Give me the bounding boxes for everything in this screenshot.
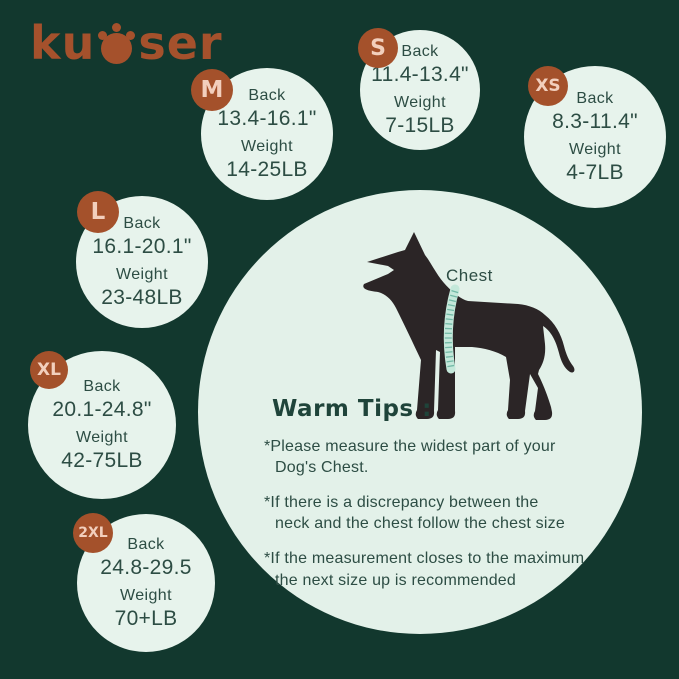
size-info-2xl: Back 24.8-29.5 Weight 70+LB — [100, 536, 191, 631]
warm-tip: *If there is a discrepancy between the n… — [264, 494, 565, 533]
weight-label: Weight — [569, 140, 621, 158]
measuring-tape — [443, 284, 460, 374]
weight-label: Weight — [241, 137, 293, 155]
back-label: Back — [248, 86, 286, 104]
back-range: 11.4-13.4" — [371, 62, 469, 86]
dog-silhouette — [363, 232, 575, 420]
size-badge-xs: XS — [528, 66, 568, 106]
back-label: Back — [83, 377, 121, 395]
weight-range: 4-7LB — [566, 160, 624, 184]
weight-label: Weight — [76, 428, 128, 446]
weight-range: 23-48LB — [101, 285, 183, 309]
logo-text-prefix: ku — [30, 16, 96, 70]
warm-tips-title: Warm Tips : — [272, 396, 432, 422]
size-info-l: Back 16.1-20.1" Weight 23-48LB — [92, 215, 191, 310]
brand-logo: ku ser — [30, 20, 223, 66]
size-info-xs: Back 8.3-11.4" Weight 4-7LB — [552, 90, 638, 185]
back-range: 8.3-11.4" — [552, 109, 638, 133]
size-info-xl: Back 20.1-24.8" Weight 42-75LB — [52, 378, 151, 473]
back-label: Back — [127, 535, 165, 553]
weight-label: Weight — [120, 586, 172, 604]
paw-icon — [98, 23, 136, 65]
back-label: Back — [576, 89, 614, 107]
weight-label: Weight — [394, 93, 446, 111]
warm-tip: *If the measurement closes to the maximu… — [264, 550, 585, 589]
weight-range: 7-15LB — [385, 113, 455, 137]
logo-text-suffix: ser — [138, 16, 223, 70]
size-circle-xl: XL Back 20.1-24.8" Weight 42-75LB — [28, 351, 176, 499]
size-badge-s: S — [358, 28, 398, 68]
size-badge-l: L — [77, 191, 119, 233]
back-range: 16.1-20.1" — [92, 234, 192, 258]
size-circle-l: L Back 16.1-20.1" Weight 23-48LB — [76, 191, 208, 328]
back-range: 13.4-16.1" — [217, 106, 317, 130]
weight-label: Weight — [116, 265, 168, 283]
size-circle-m: M Back 13.4-16.1" Weight 14-25LB — [191, 68, 333, 200]
size-circle-xs: XS Back 8.3-11.4" Weight 4-7LB — [524, 66, 666, 208]
weight-range: 14-25LB — [226, 157, 308, 181]
warm-tip: *Please measure the widest part of your … — [264, 438, 556, 477]
chest-label: Chest — [446, 266, 493, 285]
size-info-s: Back 11.4-13.4" Weight 7-15LB — [371, 43, 469, 138]
back-range: 20.1-24.8" — [52, 397, 152, 421]
weight-range: 70+LB — [114, 606, 178, 630]
size-info-m: Back 13.4-16.1" Weight 14-25LB — [217, 87, 316, 182]
size-circle-s: S Back 11.4-13.4" Weight 7-15LB — [358, 28, 480, 150]
size-circle-2xl: 2XL Back 24.8-29.5 Weight 70+LB — [73, 513, 215, 652]
back-label: Back — [123, 214, 161, 232]
size-badge-xl: XL — [30, 351, 68, 389]
warm-tips-list: *Please measure the widest part of your … — [264, 436, 600, 605]
size-badge-m: M — [191, 69, 233, 111]
back-range: 24.8-29.5 — [100, 555, 192, 579]
back-label: Back — [401, 42, 439, 60]
size-badge-2xl: 2XL — [73, 513, 113, 553]
weight-range: 42-75LB — [61, 448, 143, 472]
